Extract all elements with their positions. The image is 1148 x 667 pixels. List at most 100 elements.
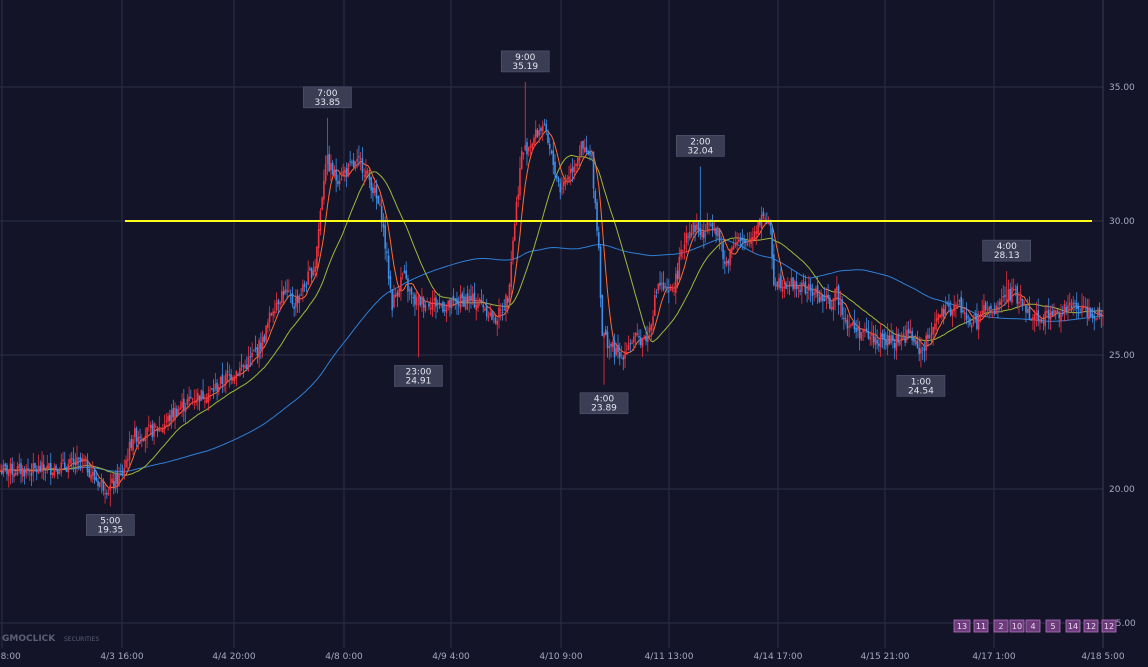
candle-body-248 bbox=[433, 298, 435, 301]
candle-553 bbox=[967, 314, 969, 328]
candle-456 bbox=[797, 285, 800, 298]
candle-407 bbox=[711, 214, 714, 237]
candle-body-257 bbox=[449, 299, 451, 308]
indicator-badge-1[interactable]: 11 bbox=[973, 619, 989, 633]
candle-body-67 bbox=[116, 471, 119, 484]
candle-240 bbox=[419, 296, 421, 308]
candle-303 bbox=[529, 139, 532, 157]
candle-250 bbox=[436, 299, 439, 313]
candle-132 bbox=[230, 368, 232, 385]
indicator-badge-5[interactable]: 5 bbox=[1045, 619, 1061, 633]
candle-body-233 bbox=[407, 278, 409, 292]
badge-label[interactable]: 11 bbox=[976, 622, 986, 631]
candle-body-403 bbox=[704, 234, 707, 236]
candle-222 bbox=[387, 248, 390, 286]
candle-body-593 bbox=[1037, 310, 1040, 321]
candle-3 bbox=[4, 462, 7, 473]
candle-body-402 bbox=[703, 231, 705, 239]
candle-body-470 bbox=[822, 294, 824, 302]
indicator-badge-6[interactable]: 14 bbox=[1065, 619, 1081, 633]
indicator-badge-8[interactable]: 12 bbox=[1101, 619, 1117, 633]
candle-40 bbox=[69, 453, 71, 465]
badge-box[interactable] bbox=[1045, 619, 1061, 633]
candle-body-575 bbox=[1005, 299, 1008, 301]
badge-box[interactable] bbox=[973, 619, 989, 633]
candle-body-54 bbox=[93, 469, 96, 480]
badge-label[interactable]: 2 bbox=[998, 622, 1003, 631]
candle-323 bbox=[564, 174, 567, 191]
annotation-box bbox=[86, 514, 135, 536]
badge-label[interactable]: 12 bbox=[1104, 622, 1114, 631]
badge-label[interactable]: 5 bbox=[1050, 622, 1055, 631]
logo-sub-text: SECURITIES bbox=[64, 636, 99, 643]
candle-630 bbox=[1102, 310, 1104, 327]
candle-31 bbox=[53, 463, 56, 479]
badge-label[interactable]: 13 bbox=[957, 622, 967, 631]
indicator-badge-2[interactable]: 2 bbox=[993, 619, 1009, 633]
candle-349 bbox=[610, 342, 612, 358]
candle-body-525 bbox=[918, 347, 920, 355]
candle-body-37 bbox=[63, 462, 66, 468]
candle-body-616 bbox=[1077, 306, 1080, 310]
candle-130 bbox=[226, 362, 229, 382]
candle-body-399 bbox=[697, 221, 700, 230]
candle-164 bbox=[286, 279, 288, 300]
candle-529 bbox=[925, 332, 927, 361]
badge-label[interactable]: 12 bbox=[1086, 622, 1096, 631]
candle-body-344 bbox=[601, 295, 604, 336]
candle-body-574 bbox=[1004, 295, 1006, 297]
candle-204 bbox=[356, 148, 358, 169]
candle-body-212 bbox=[370, 177, 372, 191]
candle-body-107 bbox=[186, 399, 189, 405]
candle-body-318 bbox=[555, 175, 558, 179]
candle-body-181 bbox=[316, 246, 318, 269]
candle-body-415 bbox=[725, 260, 728, 266]
candle-body-483 bbox=[844, 317, 847, 323]
candle-417 bbox=[729, 248, 731, 272]
candle-body-395 bbox=[690, 233, 693, 235]
annotation-box bbox=[896, 375, 946, 397]
candle-body-594 bbox=[1039, 319, 1041, 323]
badge-box[interactable] bbox=[1009, 619, 1025, 633]
candle-body-46 bbox=[79, 457, 82, 463]
candle-454 bbox=[794, 279, 796, 298]
badge-label[interactable]: 14 bbox=[1068, 622, 1078, 631]
candle-603 bbox=[1054, 309, 1057, 320]
indicator-badges[interactable]: 13 11 2 10 4 5 14 12 12 bbox=[953, 619, 1117, 633]
candle-body-141 bbox=[246, 364, 248, 369]
candle-602 bbox=[1053, 303, 1055, 318]
badge-label[interactable]: 4 bbox=[1030, 622, 1035, 631]
candle-body-519 bbox=[907, 328, 910, 334]
candle-body-236 bbox=[412, 296, 414, 298]
badge-label[interactable]: 10 bbox=[1012, 622, 1022, 631]
candle-body-123 bbox=[214, 383, 217, 389]
indicator-badge-7[interactable]: 12 bbox=[1083, 619, 1099, 633]
badge-box[interactable] bbox=[1025, 619, 1041, 633]
candle-body-2 bbox=[2, 464, 5, 474]
candle-body-97 bbox=[169, 415, 171, 421]
candle-45 bbox=[77, 456, 80, 471]
candle-606 bbox=[1060, 304, 1062, 333]
candle-116 bbox=[202, 379, 204, 400]
badge-box[interactable] bbox=[993, 619, 1009, 633]
candle-17 bbox=[28, 468, 31, 481]
candle-body-221 bbox=[386, 251, 388, 254]
candle-496 bbox=[867, 320, 870, 340]
badge-box[interactable] bbox=[1101, 619, 1117, 633]
candle-371 bbox=[648, 321, 651, 340]
candle-77 bbox=[134, 420, 136, 444]
badge-box[interactable] bbox=[953, 619, 971, 633]
candle-body-204 bbox=[356, 158, 358, 162]
indicator-badge-3[interactable]: 10 bbox=[1009, 619, 1025, 633]
badge-box[interactable] bbox=[1083, 619, 1099, 633]
badge-box[interactable] bbox=[1065, 619, 1081, 633]
candle-59 bbox=[102, 478, 105, 496]
candle-body-151 bbox=[263, 335, 266, 342]
indicator-badge-0[interactable]: 13 bbox=[953, 619, 971, 633]
candle-body-253 bbox=[442, 301, 444, 312]
candle-body-208 bbox=[363, 175, 365, 177]
indicator-badge-4[interactable]: 4 bbox=[1025, 619, 1041, 633]
y-tick-label: 20.00 bbox=[1109, 485, 1135, 495]
